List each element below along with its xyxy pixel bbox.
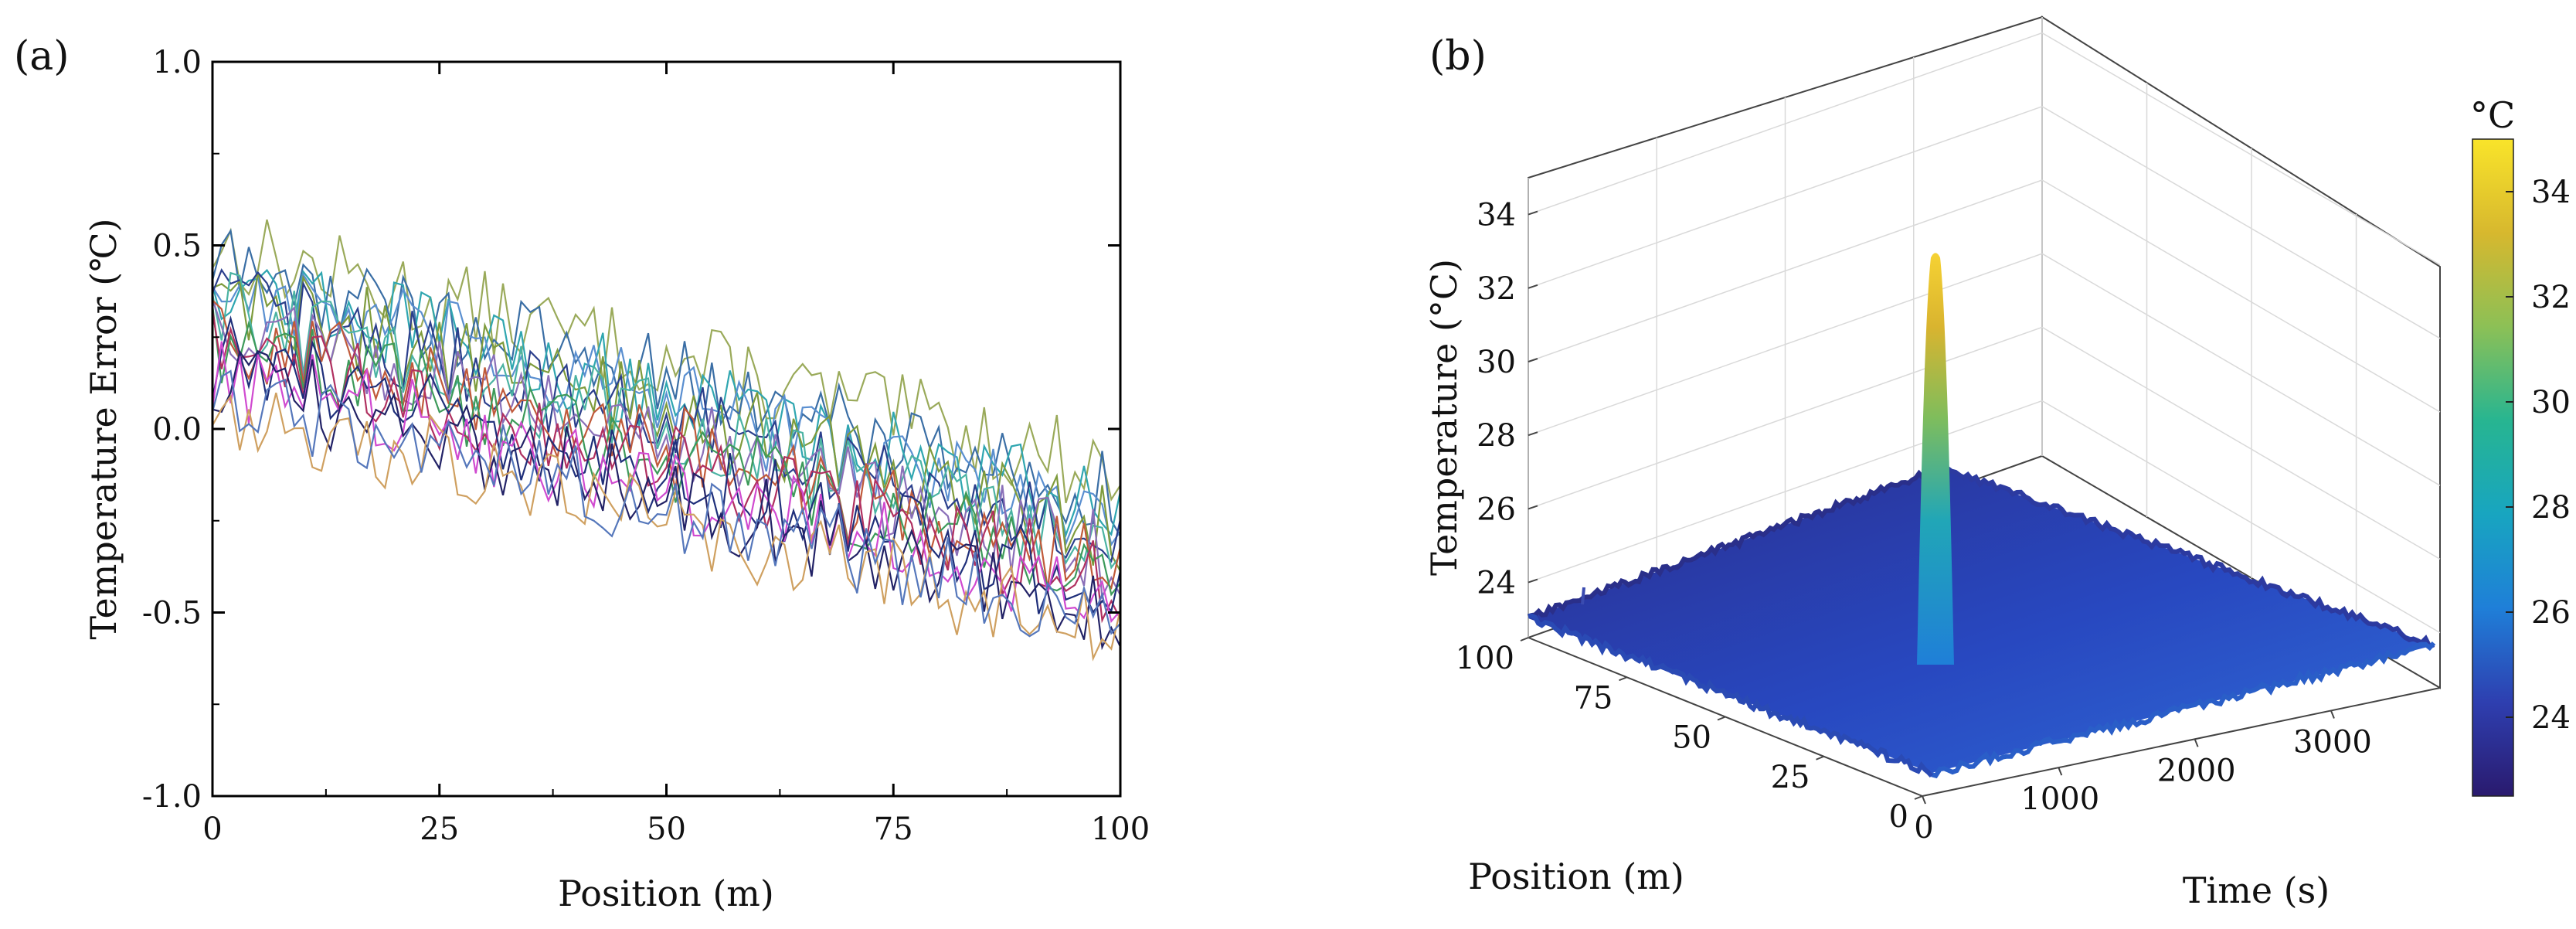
- x-tick-label: 100: [1091, 812, 1150, 847]
- colorbar-tick-label: 30: [2531, 385, 2571, 420]
- time-tick: [1922, 795, 1926, 805]
- time-axis-line: [1922, 687, 2441, 797]
- z-tick-label: 34: [1477, 198, 1516, 233]
- y-axis-label: Temperature Error (℃): [83, 218, 124, 639]
- time-tick: [2194, 738, 2199, 747]
- panel-b-label: (b): [1429, 33, 1487, 80]
- x-tick-label: 75: [874, 812, 913, 847]
- time-tick: [2058, 767, 2063, 776]
- position-tick-label: 100: [1456, 641, 1514, 676]
- line-trace-12: [211, 315, 1122, 614]
- z-grid-right: [2041, 179, 2441, 413]
- y-tick-label: -0.5: [142, 596, 202, 631]
- position-tick: [1619, 676, 1627, 682]
- x-tick-label: 0: [202, 812, 222, 847]
- surface-edge-right: [1931, 641, 2436, 779]
- z-tick-label: 32: [1477, 271, 1516, 307]
- temperature-surface: [1528, 253, 2436, 779]
- line-trace-6: [211, 267, 1122, 563]
- plot-frame: [211, 60, 1122, 798]
- colorbar-bar: [2472, 138, 2514, 797]
- time-tick: [2330, 710, 2335, 719]
- z-tick-label: 26: [1477, 492, 1516, 527]
- z-tick: [1528, 358, 1538, 362]
- line-trace-3: [211, 268, 1122, 538]
- x-tick-label: 25: [420, 812, 459, 847]
- time-tick-label: 0: [1914, 810, 1933, 846]
- y-tick-label: 0.0: [152, 412, 202, 447]
- line-trace-4: [212, 272, 1121, 547]
- time-tick-label: 3000: [2293, 724, 2372, 760]
- colorbar: °C 34 32 30 28 26 24: [2470, 94, 2571, 797]
- 3d-axis-ticks: 24 26 28 30 32 34 100 75 50 25 0 0 1000 2000 3000: [1456, 198, 2372, 846]
- y-tick-label: 0.5: [152, 229, 202, 264]
- colorbar-title: °C: [2470, 94, 2515, 136]
- line-trace-7: [211, 271, 1121, 570]
- position-tick-label: 0: [1889, 799, 1908, 835]
- z-tick: [1528, 578, 1538, 584]
- z-tick-label: 30: [1477, 345, 1516, 380]
- position-tick: [1717, 716, 1726, 721]
- surface-edge-back: [1942, 463, 2435, 650]
- line-trace-11: [211, 310, 1121, 624]
- line-trace-14: [212, 349, 1121, 651]
- line-trace-13: [211, 341, 1121, 624]
- surface-edge-front: [1528, 613, 1934, 778]
- surface-floor: [1528, 468, 2434, 773]
- z-tick: [1528, 284, 1538, 289]
- position-tick-label: 50: [1672, 720, 1711, 756]
- colorbar-tick-label: 34: [2531, 175, 2571, 210]
- surface-spike: [1581, 587, 1585, 605]
- panel-a-label: (a): [14, 33, 70, 80]
- axis-ticks: 0 25 50 75 100 1.0 0.5 0.0 -0.5 -1.0: [142, 45, 1150, 847]
- z-grid-right: [2041, 400, 2441, 634]
- z-tick-label: 24: [1477, 566, 1516, 601]
- z-grid-right: [2041, 253, 2441, 486]
- line-trace-10: [211, 305, 1121, 597]
- line-trace-5: [212, 272, 1121, 572]
- hotspot-peak: [1917, 253, 1954, 665]
- z-grid-right: [2041, 106, 2441, 339]
- time-axis-label: Time (s): [2183, 869, 2330, 911]
- z-tick: [1528, 431, 1538, 437]
- position-tick: [1520, 637, 1529, 641]
- position-tick: [1914, 795, 1923, 800]
- x-tick-label: 50: [647, 812, 686, 847]
- z-tick: [1528, 210, 1538, 216]
- y-tick-label: 1.0: [152, 45, 202, 80]
- line-series-group: [211, 219, 1122, 662]
- colorbar-tick-label: 24: [2531, 700, 2571, 736]
- panel-a: (a) 0 25 50 75 100 1.0 0.5 0.0 -0.5 -1.0 Position…: [14, 33, 1150, 914]
- x-axis-label: Position (m): [558, 873, 774, 914]
- z-grid-right: [2041, 32, 2441, 266]
- colorbar-tick-label: 32: [2531, 280, 2571, 315]
- line-trace-15: [212, 392, 1122, 662]
- 3d-gridlines: [1528, 17, 2441, 639]
- position-tick-label: 75: [1574, 680, 1613, 716]
- time-tick-label: 1000: [2020, 781, 2099, 817]
- surface-edge-left: [1528, 462, 1946, 619]
- colorbar-tick-label: 26: [2531, 595, 2571, 631]
- z-axis-label: Temperature (°C): [1423, 259, 1465, 576]
- colorbar-tick-label: 28: [2531, 490, 2571, 526]
- z-tick: [1528, 505, 1538, 510]
- z-grid-right: [2041, 326, 2441, 560]
- z-tick-label: 28: [1477, 418, 1516, 454]
- time-tick-label: 2000: [2157, 753, 2236, 788]
- position-tick: [1816, 755, 1824, 761]
- position-axis-label: Position (m): [1468, 856, 1684, 897]
- line-trace-16: [211, 369, 1121, 638]
- y-tick-label: -1.0: [142, 779, 202, 815]
- colorbar-ticks: 34 32 30 28 26 24: [2506, 175, 2571, 736]
- position-tick-label: 25: [1771, 760, 1810, 795]
